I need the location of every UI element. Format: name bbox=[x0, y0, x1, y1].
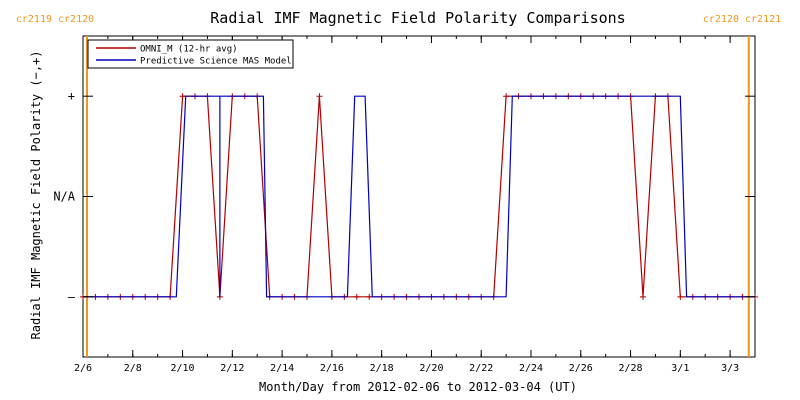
data-point-marker bbox=[677, 293, 684, 300]
rotation-label: cr2120 cr2121 bbox=[703, 14, 781, 25]
x-tick-label: 2/26 bbox=[569, 363, 593, 374]
x-tick-label: 2/6 bbox=[74, 363, 92, 374]
series-line-1 bbox=[83, 95, 755, 298]
legend-box bbox=[87, 39, 294, 69]
x-axis-label: Month/Day from 2012-02-06 to 2012-03-04 … bbox=[259, 380, 577, 394]
x-tick-label: 2/22 bbox=[469, 363, 493, 374]
x-tick-label: 2/16 bbox=[320, 363, 344, 374]
data-point-marker bbox=[316, 93, 323, 100]
data-point-marker bbox=[366, 293, 373, 300]
y-tick-label: + bbox=[68, 89, 75, 103]
x-tick-label: 2/20 bbox=[419, 363, 443, 374]
legend: OMNI_M (12-hr avg) Predictive Science MAS… bbox=[87, 39, 294, 69]
x-tick-label: 2/14 bbox=[270, 363, 294, 374]
legend-entry-label: Predictive Science MAS Model bbox=[140, 57, 292, 67]
x-tick-label: 2/28 bbox=[619, 363, 643, 374]
x-tick-label: 2/24 bbox=[519, 363, 543, 374]
y-tick-label: N/A bbox=[53, 190, 75, 204]
x-tick-label: 2/12 bbox=[220, 363, 244, 374]
legend-entry-label: OMNI_M (12-hr avg) bbox=[140, 45, 238, 55]
x-tick-label: 3/3 bbox=[721, 363, 739, 374]
y-tick-label: – bbox=[68, 290, 76, 304]
axis-ticks: 2/6 2/8 2/10 2/12 2/14 2/16 2/18 2/20 2/22 2/24 2/… bbox=[53, 36, 756, 374]
x-tick-label: 2/18 bbox=[370, 363, 394, 374]
x-tick-label: 2/8 bbox=[124, 363, 142, 374]
data-point-marker bbox=[353, 293, 360, 300]
rotation-label: cr2119 cr2120 bbox=[16, 14, 94, 25]
y-axis-label: Radial IMF Magnetic Field Polarity (−,+) bbox=[29, 51, 43, 340]
series-layer bbox=[80, 93, 758, 300]
x-tick-label: 2/10 bbox=[171, 363, 195, 374]
x-tick-label: 3/1 bbox=[671, 363, 689, 374]
data-point-marker bbox=[179, 93, 186, 100]
data-point-marker bbox=[503, 93, 510, 100]
chart-title: Radial IMF Magnetic Field Polarity Compa… bbox=[210, 9, 625, 27]
data-point-marker bbox=[640, 293, 646, 300]
